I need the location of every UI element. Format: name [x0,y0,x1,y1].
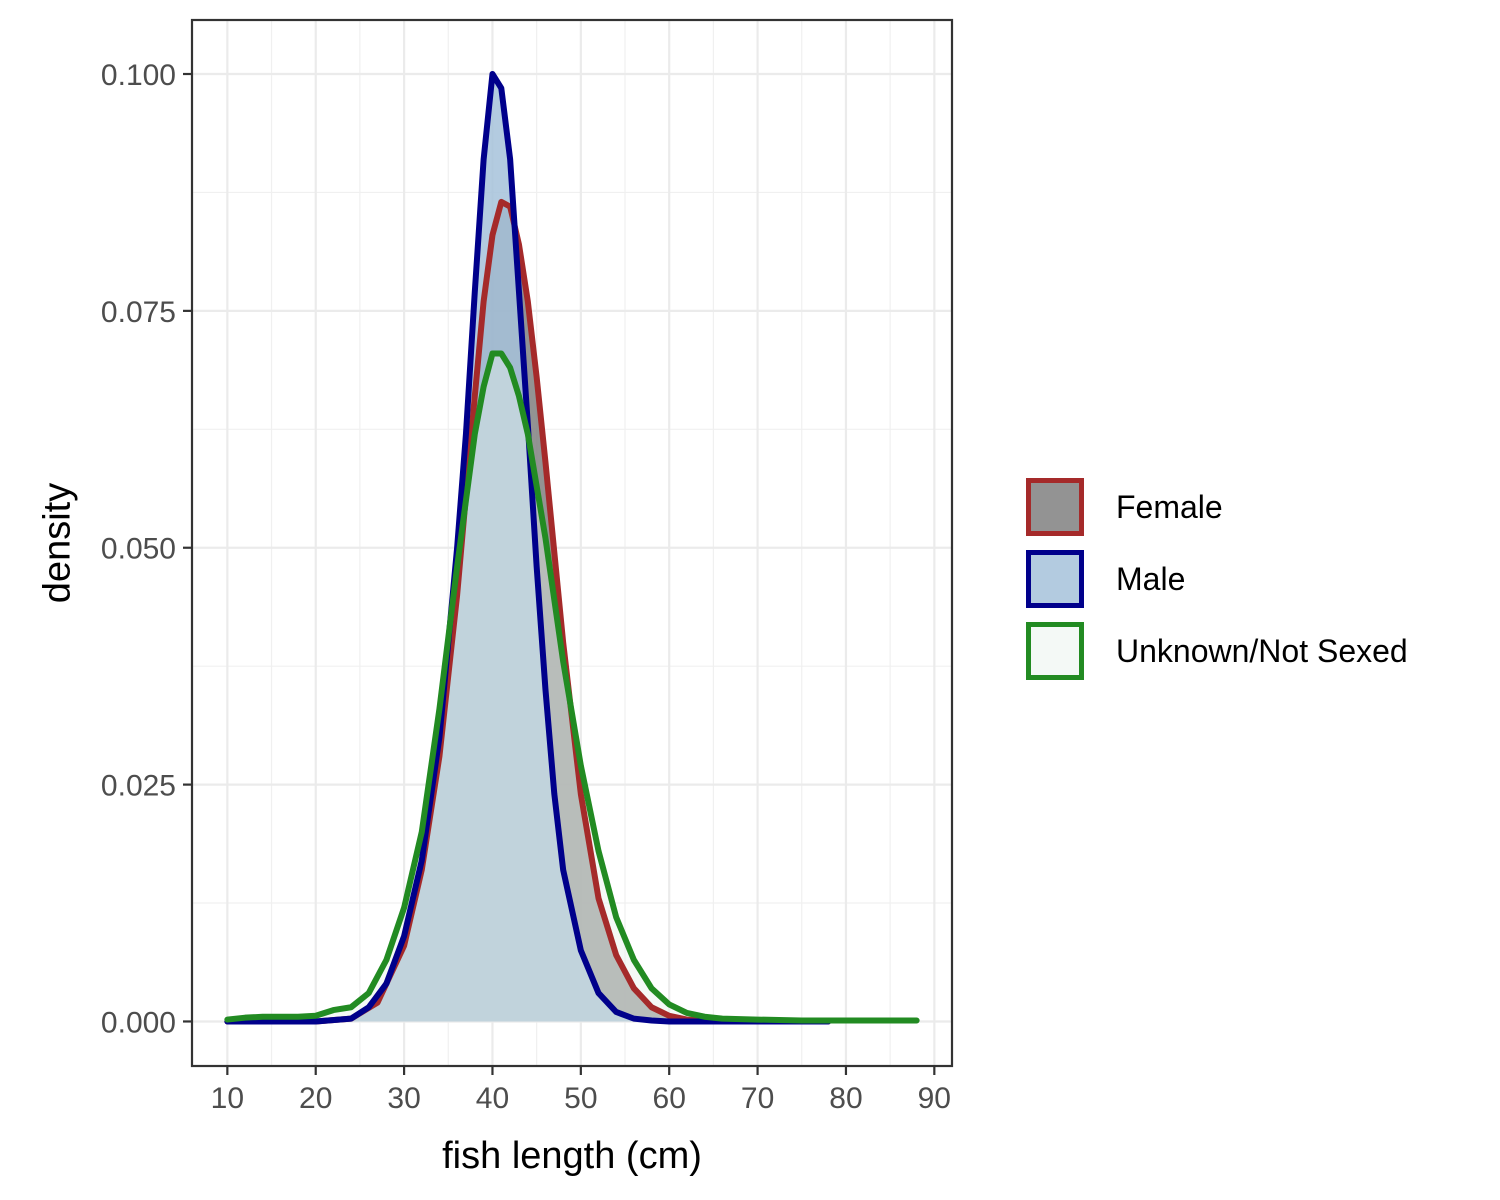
axes: 10 20 30 40 50 60 70 80 90 0.000 0.025 0.050 0.075 0.… [101,59,951,1115]
area-unknown-not-sexed [227,353,917,1022]
panel-border [190,18,954,1068]
x-tick-label: 20 [299,1082,332,1115]
x-tick-label: 30 [387,1082,420,1115]
legend-label-male: Male [1116,561,1185,597]
y-tick-label: 0.075 [101,296,176,329]
x-tick-label: 70 [741,1082,774,1115]
x-tick-label: 60 [653,1082,686,1115]
x-tick-label: 80 [829,1082,862,1115]
y-tick-label: 0.100 [101,59,176,92]
x-tick-label: 90 [918,1082,951,1115]
x-axis-title: fish length (cm) [442,1135,702,1177]
series-layer [224,71,920,1025]
y-tick-label: 0.025 [101,770,176,803]
x-tick-label: 50 [564,1082,597,1115]
legend: Female Male Unknown/Not Sexed [1026,478,1408,680]
line-male [224,71,832,1025]
legend-key-unknown-not-sexed [1026,622,1084,680]
legend-label-female: Female [1116,489,1223,525]
legend-key-female [1026,478,1084,536]
x-tick-label: 40 [476,1082,509,1115]
area-male [227,74,829,1022]
line-unknown-not-sexed [224,350,920,1024]
y-tick-label: 0.050 [101,533,176,566]
y-axis-title: density [36,483,78,603]
legend-key-male [1026,550,1084,608]
y-tick-label: 0.000 [101,1006,176,1039]
legend-label-unknown-not-sexed: Unknown/Not Sexed [1116,633,1408,669]
x-tick-label: 10 [211,1082,244,1115]
legend-key-background [1026,622,1084,680]
